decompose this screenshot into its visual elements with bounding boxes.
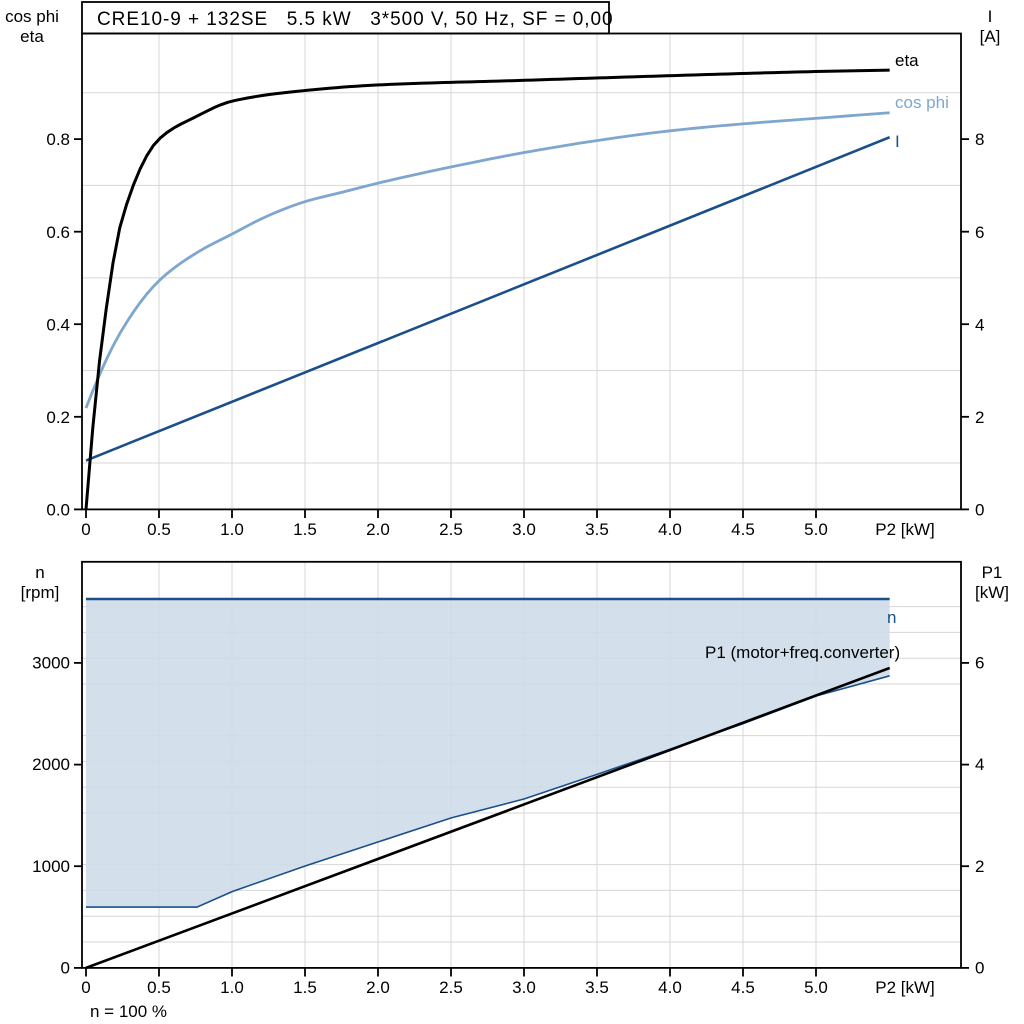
svg-text:n: n	[887, 608, 896, 627]
svg-text:P2 [kW]: P2 [kW]	[875, 978, 935, 997]
svg-text:4.0: 4.0	[658, 520, 682, 539]
svg-text:3.5: 3.5	[585, 520, 609, 539]
svg-text:0.6: 0.6	[46, 223, 70, 242]
svg-text:n: n	[35, 563, 44, 582]
svg-text:P1 (motor+freq.converter): P1 (motor+freq.converter)	[705, 643, 900, 662]
svg-text:2.0: 2.0	[366, 978, 390, 997]
svg-text:2: 2	[975, 857, 984, 876]
svg-text:4.0: 4.0	[658, 978, 682, 997]
svg-text:4.5: 4.5	[731, 520, 755, 539]
svg-text:2000: 2000	[32, 755, 70, 774]
svg-text:2: 2	[975, 408, 984, 427]
svg-text:cos phi: cos phi	[895, 93, 949, 112]
svg-text:P1: P1	[982, 563, 1003, 582]
svg-text:[A]: [A]	[980, 27, 1001, 46]
svg-text:eta: eta	[895, 51, 919, 70]
svg-text:4: 4	[975, 755, 984, 774]
svg-text:CRE10-9 + 132SE 5.5 kW 3*5: CRE10-9 + 132SE 5.5 kW 3*500 V, 50 Hz, S…	[97, 9, 614, 30]
svg-text:0: 0	[81, 978, 90, 997]
svg-text:5.0: 5.0	[804, 978, 828, 997]
svg-text:3000: 3000	[32, 654, 70, 673]
svg-text:5.0: 5.0	[804, 520, 828, 539]
svg-text:4: 4	[975, 315, 984, 334]
svg-text:3.0: 3.0	[512, 520, 536, 539]
svg-text:6: 6	[975, 654, 984, 673]
svg-text:I: I	[988, 7, 993, 26]
svg-text:1.5: 1.5	[293, 978, 317, 997]
svg-text:2.5: 2.5	[439, 978, 463, 997]
svg-text:0.5: 0.5	[147, 978, 171, 997]
svg-text:0.2: 0.2	[46, 408, 70, 427]
svg-text:cos phi: cos phi	[5, 7, 59, 26]
svg-text:0: 0	[61, 959, 70, 978]
svg-text:2.5: 2.5	[439, 520, 463, 539]
svg-text:n = 100 %: n = 100 %	[90, 1002, 167, 1021]
svg-text:1.5: 1.5	[293, 520, 317, 539]
svg-text:6: 6	[975, 223, 984, 242]
svg-text:[kW]: [kW]	[975, 583, 1009, 602]
svg-text:P2 [kW]: P2 [kW]	[875, 520, 935, 539]
svg-text:0: 0	[975, 959, 984, 978]
svg-text:[rpm]: [rpm]	[21, 583, 60, 602]
svg-text:3.5: 3.5	[585, 978, 609, 997]
svg-text:0.8: 0.8	[46, 130, 70, 149]
svg-text:1.0: 1.0	[220, 978, 244, 997]
svg-text:I: I	[895, 132, 900, 151]
svg-text:eta: eta	[20, 27, 44, 46]
svg-text:1.0: 1.0	[220, 520, 244, 539]
svg-text:4.5: 4.5	[731, 978, 755, 997]
svg-text:0: 0	[81, 520, 90, 539]
svg-text:0.4: 0.4	[46, 315, 70, 334]
svg-text:8: 8	[975, 130, 984, 149]
svg-text:2.0: 2.0	[366, 520, 390, 539]
svg-text:0.0: 0.0	[46, 501, 70, 520]
svg-text:0: 0	[975, 501, 984, 520]
svg-text:3.0: 3.0	[512, 978, 536, 997]
svg-text:0.5: 0.5	[147, 520, 171, 539]
svg-text:1000: 1000	[32, 857, 70, 876]
